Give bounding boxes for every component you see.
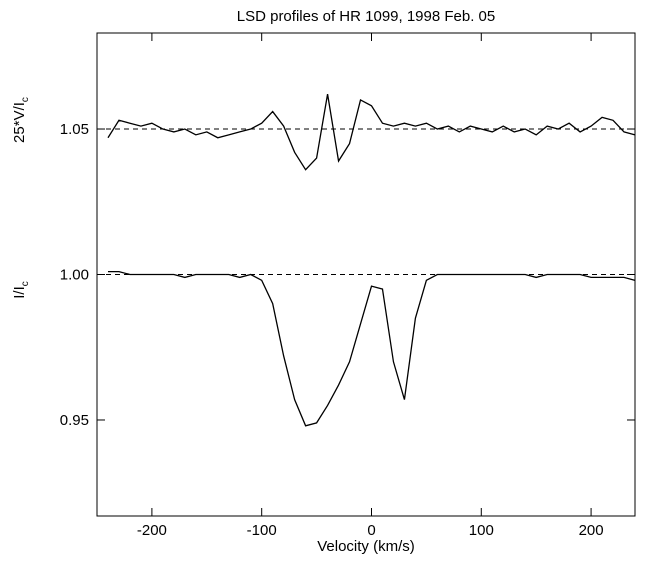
line-series <box>107 270 636 427</box>
x-tick-label: 0 <box>367 522 375 539</box>
x-tick-label: 200 <box>579 522 604 539</box>
x-tick-label: -100 <box>247 522 277 539</box>
x-axis-label: Velocity (km/s) <box>317 538 415 555</box>
line-series <box>107 93 636 171</box>
x-tick-label: -200 <box>137 522 167 539</box>
chart-title: LSD profiles of HR 1099, 1998 Feb. 05 <box>237 8 496 25</box>
y-axis-label: I/Ic <box>11 281 31 299</box>
y-axis-label-text: I/I <box>11 286 28 299</box>
y-tick-label: 1.00 <box>60 267 89 284</box>
y-axis-label-text: 25*V/I <box>11 102 28 143</box>
y-axis-label-sub: c <box>20 281 31 286</box>
y-tick-label: 1.05 <box>60 121 89 138</box>
x-tick-label: 100 <box>469 522 494 539</box>
y-axis-label-sub: c <box>20 97 31 102</box>
y-axis-label: 25*V/Ic <box>11 97 31 143</box>
y-tick-label: 0.95 <box>60 412 89 429</box>
